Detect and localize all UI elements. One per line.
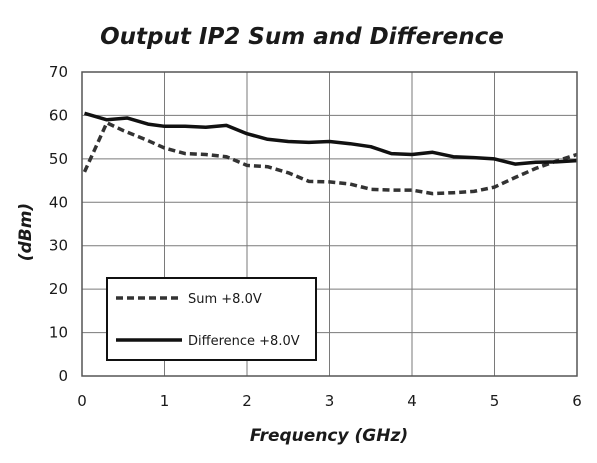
x-tick-label: 0 bbox=[77, 392, 87, 410]
x-tick-label: 2 bbox=[242, 392, 252, 410]
y-axis-ticks: 0 10 20 30 40 50 60 70 bbox=[49, 63, 68, 385]
legend-label-sum: Sum +8.0V bbox=[188, 292, 262, 307]
y-tick-label: 60 bbox=[49, 106, 68, 124]
legend-label-difference: Difference +8.0V bbox=[188, 334, 300, 349]
y-tick-label: 10 bbox=[49, 324, 68, 342]
y-tick-label: 30 bbox=[49, 237, 68, 255]
series-line-sum bbox=[82, 121, 578, 196]
x-axis-ticks: 0 1 2 3 4 5 6 bbox=[77, 392, 582, 410]
chart-title: Output IP2 Sum and Difference bbox=[100, 24, 504, 50]
x-tick-label: 5 bbox=[490, 392, 500, 410]
y-tick-label: 0 bbox=[58, 367, 68, 385]
x-tick-label: 4 bbox=[407, 392, 417, 410]
y-tick-label: 50 bbox=[49, 150, 68, 168]
y-tick-label: 20 bbox=[49, 280, 68, 298]
legend-box bbox=[106, 277, 317, 361]
x-tick-label: 1 bbox=[160, 392, 170, 410]
y-tick-label: 70 bbox=[49, 63, 68, 81]
x-axis-label: Frequency (GHz) bbox=[250, 426, 408, 446]
y-tick-label: 40 bbox=[49, 193, 68, 211]
x-tick-label: 6 bbox=[572, 392, 582, 410]
series-line-difference bbox=[84, 111, 578, 166]
y-axis-label: (dBm) bbox=[16, 203, 36, 261]
legend: Sum +8.0V Difference +8.0V bbox=[106, 277, 317, 361]
series-layer bbox=[82, 111, 578, 196]
x-tick-label: 3 bbox=[325, 392, 335, 410]
plot-border bbox=[81, 71, 578, 377]
